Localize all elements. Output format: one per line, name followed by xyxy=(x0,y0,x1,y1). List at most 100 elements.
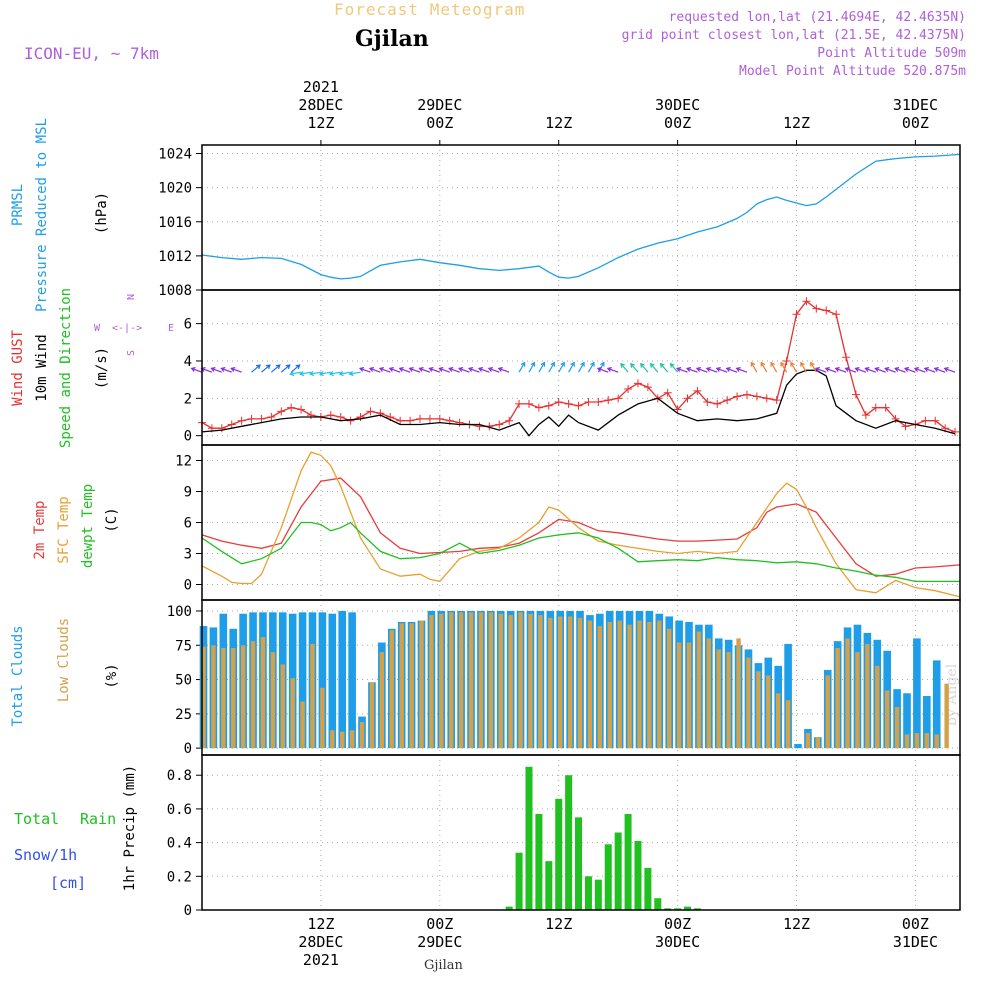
wind-arrow-head xyxy=(790,361,795,367)
precip-snow-label: Snow/1h xyxy=(14,846,77,864)
footer-location: Gjilan xyxy=(424,958,463,973)
gust-marker xyxy=(584,398,593,407)
wind-arrow xyxy=(290,371,302,375)
low-cloud-bar xyxy=(211,645,216,749)
gust-marker xyxy=(346,416,355,425)
gust-marker xyxy=(762,394,771,403)
wind-arrow xyxy=(686,367,698,373)
total-cloud-bar xyxy=(784,643,792,749)
ytick-label: 0 xyxy=(184,903,192,919)
precip-axis-label: 1hr Precip (mm) xyxy=(122,765,138,891)
low-cloud-bar xyxy=(944,683,949,749)
total-cloud-bar xyxy=(348,612,356,749)
ytick-label: 0 xyxy=(184,741,192,757)
bottom-time-label: 30DEC xyxy=(655,933,700,951)
wind-arrow xyxy=(875,367,886,373)
bottom-time-label: 00Z xyxy=(664,915,691,933)
bottom-time-label: 2021 xyxy=(303,951,339,969)
gust-marker xyxy=(723,396,732,405)
low-cloud-bar xyxy=(399,623,404,749)
wind-arrow xyxy=(650,363,659,373)
ytick-label: 100 xyxy=(167,604,192,620)
series-temperature-1 xyxy=(201,451,961,598)
wind-arrow xyxy=(587,362,595,373)
top-time-label: 00Z xyxy=(902,114,929,132)
wind-arrow-head xyxy=(408,367,414,372)
wind-arrow xyxy=(676,367,688,373)
total-cloud-bar xyxy=(932,660,941,749)
precip-bar xyxy=(575,817,583,910)
wind-arrow-head xyxy=(620,362,625,368)
total-cloud-bar xyxy=(794,744,802,749)
panel-frame xyxy=(201,754,961,911)
wind-arrow-head xyxy=(388,367,394,372)
gust-marker xyxy=(713,399,722,408)
low-cloud-bar xyxy=(904,734,910,749)
ytick-label: 25 xyxy=(175,707,192,723)
wind-arrow xyxy=(607,367,619,373)
wind-arrow-head xyxy=(378,367,384,372)
wind-arrow-head xyxy=(550,361,555,367)
clouds-unit: (%) xyxy=(104,663,120,688)
top-time-label: 12Z xyxy=(545,114,572,132)
gust-marker xyxy=(534,403,543,412)
gust-marker xyxy=(574,401,583,410)
gust-marker xyxy=(336,412,345,421)
wind-arrow-head xyxy=(854,367,860,372)
wind-arrow-head xyxy=(285,364,291,370)
low-cloud-bar xyxy=(528,613,533,749)
low-cloud-bar xyxy=(676,642,682,749)
wind-arrow xyxy=(934,367,946,373)
low-cloud-bar xyxy=(875,665,880,749)
gust-marker xyxy=(366,407,375,416)
compass-north: N xyxy=(126,294,137,300)
top-time-label: 12Z xyxy=(307,114,334,132)
gust-marker xyxy=(495,420,504,429)
wind-arrow xyxy=(800,362,807,373)
low-cloud-bar xyxy=(300,701,305,749)
wind-arrow-head xyxy=(299,371,305,377)
wind-arrow-head xyxy=(715,367,721,372)
compass-west: W xyxy=(94,323,101,334)
ytick-label: 3 xyxy=(184,547,192,563)
ytick-label: 0.2 xyxy=(167,869,192,885)
info-line-4: Model Point Altitude 520.875m xyxy=(739,64,966,79)
wind-arrow-head xyxy=(735,367,741,372)
precip-bar xyxy=(594,879,602,910)
wind-arrow xyxy=(468,367,480,373)
wind-arrow-head xyxy=(685,367,692,372)
wind-arrow xyxy=(488,367,500,373)
series-wind-1 xyxy=(201,369,956,437)
low-cloud-bar xyxy=(716,649,721,749)
precip-bar xyxy=(674,908,682,910)
low-cloud-bar xyxy=(815,737,821,749)
wind-arrow-head xyxy=(265,364,271,370)
wind-arrow-head xyxy=(570,361,575,367)
location-title: Gjilan xyxy=(355,26,429,52)
low-cloud-bar xyxy=(379,652,385,749)
gust-marker xyxy=(406,416,415,425)
total-clouds-label: Total Clouds xyxy=(10,625,26,726)
wind-arrow-head xyxy=(458,367,464,372)
precip-bar xyxy=(693,908,701,910)
wind-arrow xyxy=(270,364,281,373)
gust-marker xyxy=(594,398,603,407)
low-cloud-bar xyxy=(587,620,593,749)
gust-marker xyxy=(703,398,712,407)
gust-marker xyxy=(237,416,246,425)
wind-arrow-head xyxy=(560,361,565,367)
low-cloud-bar xyxy=(726,652,731,749)
gust-marker xyxy=(891,414,900,423)
wind-arrow xyxy=(399,367,411,373)
wind-arrow xyxy=(736,367,748,373)
low-cloud-bar xyxy=(884,690,890,749)
low-cloud-bar xyxy=(449,612,454,749)
low-cloud-bar xyxy=(250,641,256,749)
low-cloud-bar xyxy=(845,638,850,749)
wind-arrow-head xyxy=(418,367,424,372)
pressure-label-prmsl: PRMSL xyxy=(10,184,26,226)
wind-arrow-head xyxy=(328,371,334,377)
wind-arrow-head xyxy=(230,367,236,372)
info-line-2: grid point closest lon,lat (21.5E, 42.43… xyxy=(621,28,966,43)
